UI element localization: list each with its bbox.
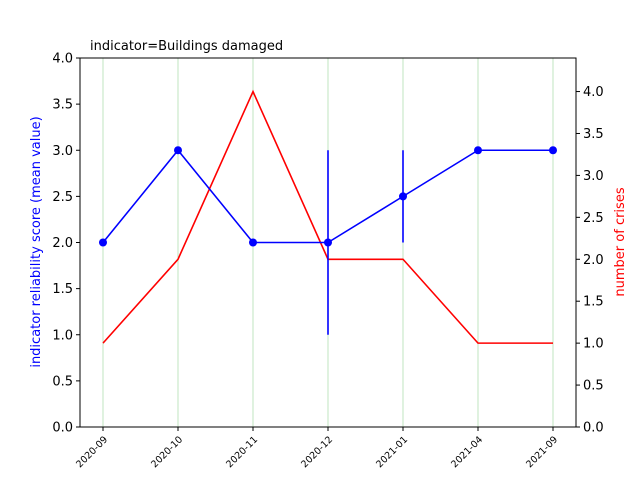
right-tick-label: 0.5	[583, 379, 604, 394]
right-axis-label: number of crises	[613, 187, 628, 296]
left-tick-label: 4.0	[52, 52, 73, 67]
x-tick-label: 2020-10	[149, 434, 185, 470]
left-tick-label: 0.5	[52, 374, 73, 389]
left-tick-label: 2.0	[52, 236, 73, 251]
left-axis-label: indicator reliability score (mean value)	[29, 116, 44, 367]
right-tick-label: 1.5	[583, 295, 604, 310]
right-tick-label: 2.0	[583, 253, 604, 268]
x-tick-label: 2020-12	[299, 434, 335, 470]
x-tick-label: 2021-09	[524, 434, 560, 470]
x-tick-label: 2020-09	[74, 434, 110, 470]
right-tick-label: 2.5	[583, 211, 604, 226]
right-tick-label: 4.0	[583, 85, 604, 100]
right-tick-label: 3.0	[583, 169, 604, 184]
right-tick-label: 1.0	[583, 337, 604, 352]
left-axis: 0.0 0.5 1.0 1.5 2.0 2.5 3.0 3.5 4.0	[52, 52, 80, 436]
left-tick-label: 2.5	[52, 190, 73, 205]
reliability-point	[549, 146, 557, 155]
x-tick-label: 2020-11	[224, 434, 260, 470]
x-tick-label: 2021-01	[374, 434, 410, 470]
reliability-series	[99, 146, 557, 335]
reliability-point	[249, 238, 257, 247]
right-axis: 0.0 0.5 1.0 1.5 2.0 2.5 3.0 3.5 4.0	[576, 85, 604, 436]
reliability-point	[324, 238, 332, 247]
right-tick-label: 3.5	[583, 127, 604, 142]
left-tick-label: 1.5	[52, 282, 73, 297]
left-tick-label: 3.0	[52, 144, 73, 159]
reliability-point	[474, 146, 482, 155]
chart-title: indicator=Buildings damaged	[90, 39, 283, 54]
reliability-point	[174, 146, 182, 155]
left-tick-label: 3.5	[52, 98, 73, 113]
left-tick-label: 1.0	[52, 328, 73, 343]
right-tick-label: 0.0	[583, 421, 604, 436]
reliability-point	[99, 238, 107, 247]
x-tick-label: 2021-04	[449, 434, 485, 470]
x-axis: 2020-09 2020-10 2020-11 2020-12 2021-01 2021-…	[74, 427, 560, 470]
left-tick-label: 0.0	[52, 421, 73, 436]
reliability-point	[399, 192, 407, 201]
